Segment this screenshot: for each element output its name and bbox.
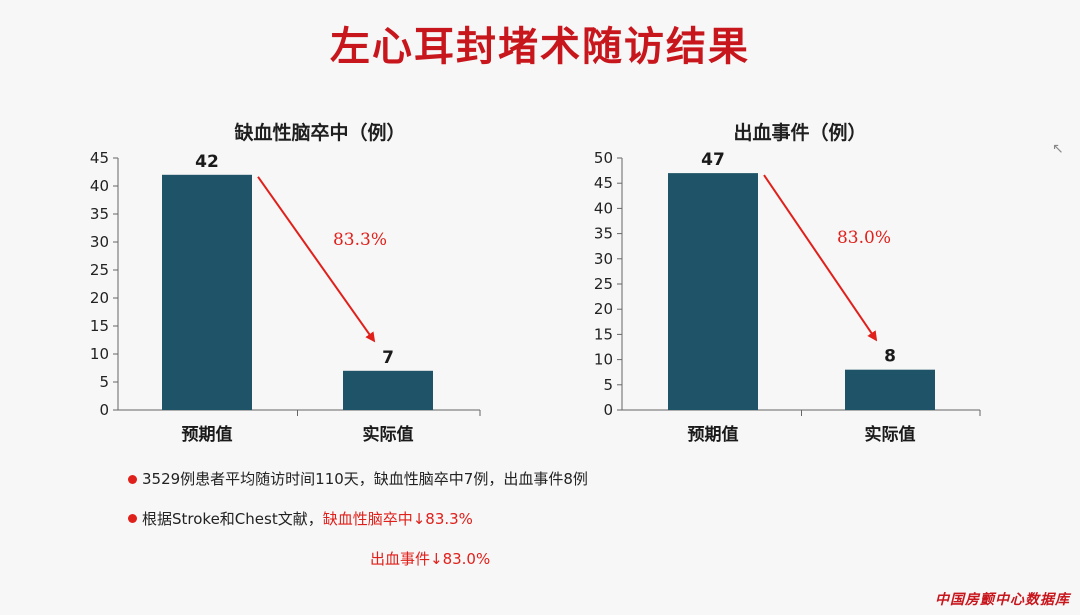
reduction-annotation: 83.3% <box>333 230 387 250</box>
reduction-annotation: 83.0% <box>837 228 891 248</box>
category-label: 预期值 <box>688 424 739 445</box>
data-label: 42 <box>195 152 219 172</box>
y-tick-label: 50 <box>594 149 613 167</box>
y-tick-label: 0 <box>603 401 613 419</box>
bullet-text-1: 3529例患者平均随访时间110天，缺血性脑卒中7例，出血事件8例 <box>142 470 588 488</box>
bullet-row-2: 根据Stroke和Chest文献，缺血性脑卒中↓83.3% <box>142 508 473 529</box>
y-tick-label: 30 <box>90 233 109 251</box>
y-tick-label: 20 <box>90 289 109 307</box>
y-tick-label: 20 <box>594 300 613 318</box>
data-label: 47 <box>701 150 725 170</box>
y-tick-label: 30 <box>594 250 613 268</box>
data-label: 7 <box>382 348 394 368</box>
bullet-dot <box>128 514 137 523</box>
y-tick-label: 25 <box>594 275 613 293</box>
chart-title-stroke: 缺血性脑卒中（例） <box>234 122 406 144</box>
y-tick-label: 15 <box>594 325 613 343</box>
watermark-logo: 中国房颤中心数据库 <box>935 592 1070 608</box>
y-tick-label: 35 <box>594 225 613 243</box>
y-tick-label: 5 <box>603 376 613 394</box>
bar-stroke-1 <box>343 370 433 410</box>
y-tick-label: 0 <box>99 401 109 419</box>
y-tick-label: 5 <box>99 373 109 391</box>
chart-title-bleeding: 出血事件（例） <box>733 122 867 144</box>
bar-bleeding-0 <box>668 173 758 410</box>
category-label: 预期值 <box>182 424 233 445</box>
data-label: 8 <box>884 347 896 367</box>
bullet-text-2: 根据Stroke和Chest文献， <box>142 510 323 528</box>
y-tick-label: 45 <box>594 174 613 192</box>
category-label: 实际值 <box>865 424 916 445</box>
reduction-arrow <box>257 176 376 343</box>
y-tick-label: 40 <box>90 177 109 195</box>
y-tick-label: 15 <box>90 317 109 335</box>
bullet-highlight-stroke: 缺血性脑卒中↓83.3% <box>322 510 473 528</box>
y-tick-label: 25 <box>90 261 109 279</box>
bar-bleeding-1 <box>845 369 935 410</box>
y-tick-label: 35 <box>90 205 109 223</box>
category-label: 实际值 <box>363 424 414 445</box>
reduction-arrow <box>763 174 878 342</box>
y-tick-label: 40 <box>594 199 613 217</box>
slide-title: 左心耳封堵术随访结果 <box>330 24 750 70</box>
bullet-highlight-bleeding: 出血事件↓83.0% <box>370 550 491 568</box>
y-tick-label: 10 <box>594 351 613 369</box>
y-tick-label: 45 <box>90 149 109 167</box>
bullet-dot <box>128 475 137 484</box>
mouse-cursor-icon: ↖ <box>1052 141 1064 157</box>
bar-stroke-0 <box>162 174 252 410</box>
y-tick-label: 10 <box>90 345 109 363</box>
